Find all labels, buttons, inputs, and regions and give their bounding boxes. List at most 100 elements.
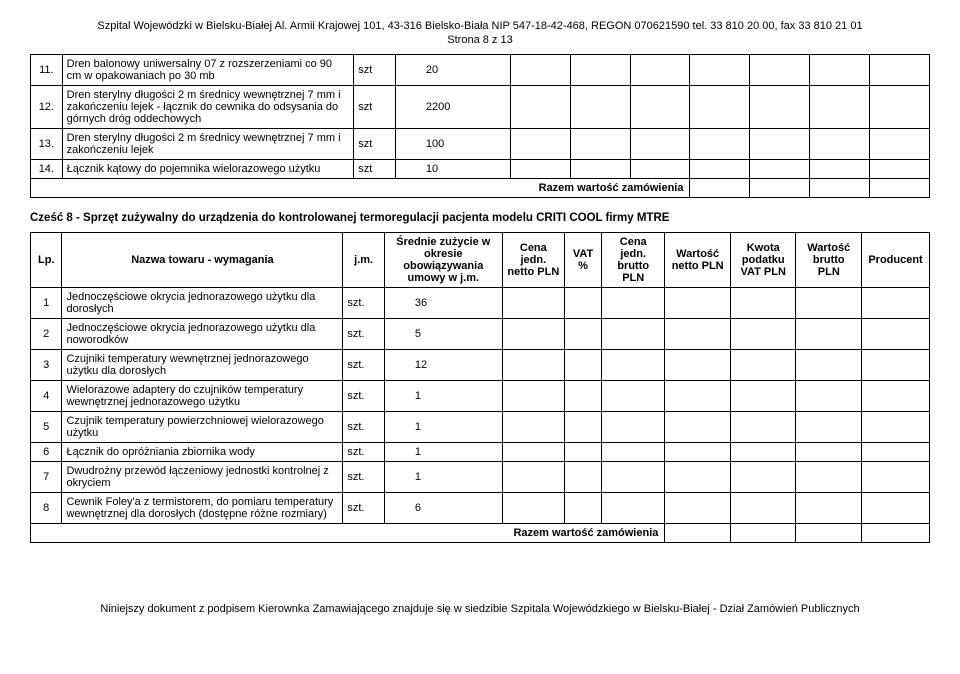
blank-cell [502,381,564,412]
blank-cell [665,462,731,493]
row-num: 2 [31,319,62,350]
blank-cell [630,129,690,160]
row-qty: 1 [384,381,502,412]
row-unit: szt. [343,350,385,381]
blank-cell [690,129,750,160]
razem-label: Razem wartość zamówienia [31,524,665,543]
blank-cell [870,129,930,160]
row-qty: 20 [395,55,510,86]
blank-cell [665,443,731,462]
blank-cell [730,524,796,543]
blank-cell [665,350,731,381]
row-desc: Czujniki temperatury wewnętrznej jednora… [62,350,343,381]
blank-cell [870,160,930,179]
blank-cell [665,381,731,412]
blank-cell [870,179,930,198]
blank-cell [602,493,665,524]
blank-cell [565,462,602,493]
row-num: 1 [31,288,62,319]
blank-cell [570,129,630,160]
blank-cell [502,350,564,381]
table-row: 12. Dren sterylny długości 2 m średnicy … [31,86,930,129]
row-unit: szt. [343,443,385,462]
row-num: 3 [31,350,62,381]
blank-cell [665,524,731,543]
blank-cell [510,55,570,86]
blank-cell [730,412,796,443]
table-2: Lp. Nazwa towaru - wymagania j.m. Średni… [30,232,930,543]
blank-cell [750,179,810,198]
table-row: 1 Jednoczęściowe okrycia jednorazowego u… [31,288,930,319]
blank-cell [810,129,870,160]
blank-cell [630,86,690,129]
col-avg: Średnie zużycie w okresie obowiązywania … [384,233,502,288]
row-qty: 36 [384,288,502,319]
row-num: 5 [31,412,62,443]
blank-cell [862,412,930,443]
blank-cell [810,179,870,198]
col-vat: VAT % [565,233,602,288]
row-num: 4 [31,381,62,412]
blank-cell [502,462,564,493]
blank-cell [796,288,862,319]
blank-cell [810,55,870,86]
table-row: 13. Dren sterylny długości 2 m średnicy … [31,129,930,160]
row-desc: Cewnik Foley'a z termistorem, do pomiaru… [62,493,343,524]
row-num: 12. [31,86,63,129]
blank-cell [730,462,796,493]
blank-cell [862,462,930,493]
col-kwota: Kwota podatku VAT PLN [730,233,796,288]
blank-cell [690,179,750,198]
row-num: 7 [31,462,62,493]
blank-cell [510,160,570,179]
blank-cell [602,288,665,319]
row-num: 14. [31,160,63,179]
blank-cell [862,350,930,381]
blank-cell [730,350,796,381]
blank-cell [565,443,602,462]
blank-cell [750,55,810,86]
blank-cell [510,129,570,160]
blank-cell [870,86,930,129]
blank-cell [730,288,796,319]
row-unit: szt. [343,319,385,350]
row-desc: Dren balonowy uniwersalny 07 z rozszerze… [62,55,354,86]
blank-cell [796,381,862,412]
blank-cell [870,55,930,86]
blank-cell [810,86,870,129]
blank-cell [630,55,690,86]
blank-cell [502,412,564,443]
razem-label: Razem wartość zamówienia [31,179,690,198]
row-desc: Jednoczęściowe okrycia jednorazowego uży… [62,319,343,350]
blank-cell [602,412,665,443]
col-cena-netto: Cena jedn. netto PLN [502,233,564,288]
blank-cell [690,160,750,179]
table-row: 2 Jednoczęściowe okrycia jednorazowego u… [31,319,930,350]
row-qty: 100 [395,129,510,160]
table-row: 4 Wielorazowe adaptery do czujników temp… [31,381,930,412]
blank-cell [502,319,564,350]
row-num: 6 [31,443,62,462]
row-desc: Dren sterylny długości 2 m średnicy wewn… [62,86,354,129]
blank-cell [665,493,731,524]
blank-cell [510,86,570,129]
blank-cell [602,443,665,462]
blank-cell [502,288,564,319]
blank-cell [796,462,862,493]
col-lp: Lp. [31,233,62,288]
blank-cell [862,319,930,350]
table-1: 11. Dren balonowy uniwersalny 07 z rozsz… [30,54,930,198]
row-desc: Jednoczęściowe okrycia jednorazowego uży… [62,288,343,319]
blank-cell [862,524,930,543]
footer-text: Niniejszy dokument z podpisem Kierownka … [30,603,930,615]
blank-cell [570,55,630,86]
blank-cell [690,55,750,86]
blank-cell [862,443,930,462]
blank-cell [565,493,602,524]
blank-cell [602,319,665,350]
blank-cell [796,493,862,524]
page-info: Strona 8 z 13 [30,34,930,46]
row-qty: 1 [384,412,502,443]
col-wart-netto: Wartość netto PLN [665,233,731,288]
blank-cell [750,160,810,179]
